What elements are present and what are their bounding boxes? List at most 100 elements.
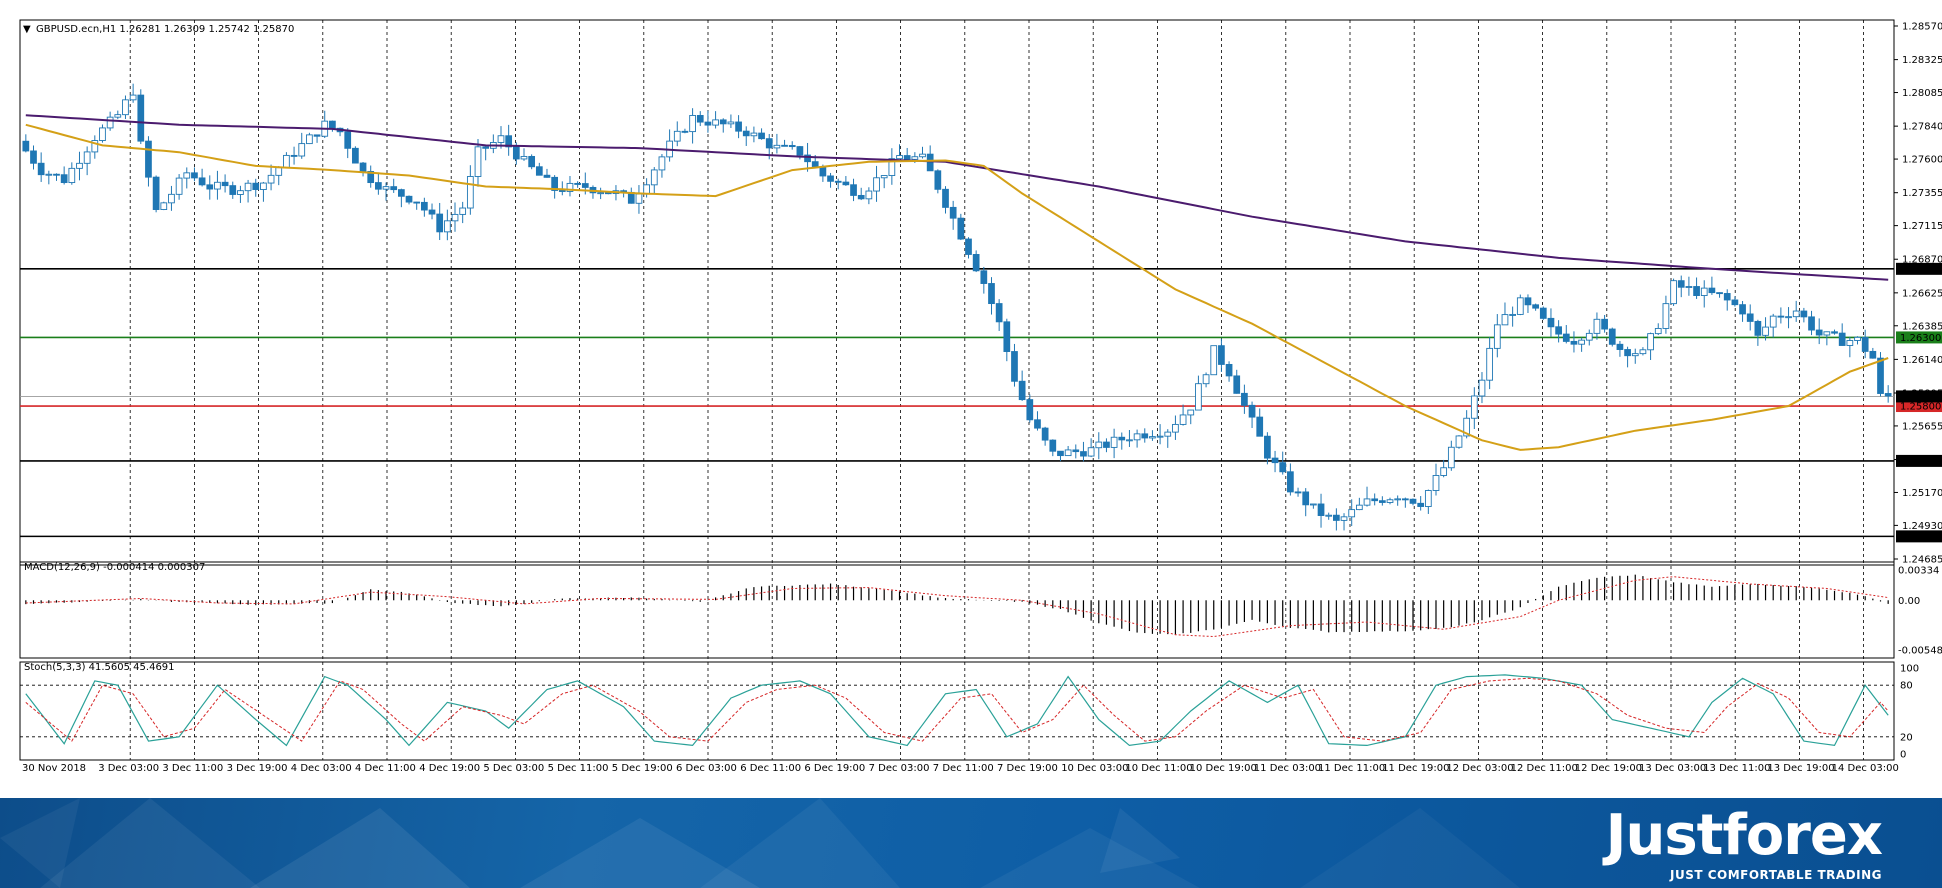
price-tick-label: 1.26385 (1902, 321, 1942, 332)
price-tick-label: 1.28570 (1902, 22, 1942, 33)
candle-body (91, 140, 99, 153)
candle-body (1478, 379, 1486, 397)
candle-body (750, 132, 758, 137)
level-label: 1.25400 (1900, 456, 1941, 467)
candle-body (237, 190, 244, 195)
level-label: 1.25800 (1900, 402, 1941, 413)
candle-body (466, 176, 474, 209)
candle-body (896, 155, 903, 160)
candle-body (474, 146, 482, 177)
candle-body (1333, 514, 1340, 521)
candle-body (1172, 423, 1179, 433)
level-label: 1.26800 (1900, 264, 1941, 275)
candle-body (1041, 427, 1049, 441)
price-tick-label: 1.25410 (1902, 455, 1942, 466)
candle-body (1746, 313, 1754, 322)
candle-body (1118, 436, 1126, 441)
candle-body (114, 114, 122, 118)
time-label: 11 Dec 11:00 (1318, 763, 1385, 774)
time-label: 30 Nov 2018 (22, 763, 86, 774)
candle-body (919, 153, 926, 158)
candle-body (1831, 331, 1838, 334)
candle-body (735, 121, 742, 132)
candle-body (1846, 340, 1854, 346)
candle-body (1685, 286, 1693, 288)
candle-body (221, 181, 229, 187)
candle-body (106, 116, 114, 129)
candle-body (1126, 439, 1133, 442)
candle-body (873, 177, 880, 192)
candle-body (1547, 317, 1555, 328)
candle-body (505, 135, 513, 148)
panel-frame (19, 561, 1895, 659)
candle-body (152, 176, 160, 210)
candle-body (1616, 343, 1624, 350)
candle-body (405, 195, 413, 203)
candle-body (604, 192, 612, 195)
candle-body (965, 238, 972, 255)
candle-body (1463, 417, 1471, 437)
panel-frame (19, 19, 1895, 566)
candle-body (842, 181, 850, 186)
candle-body (428, 209, 436, 215)
stoch-tick-label: 20 (1900, 732, 1913, 743)
time-label: 5 Dec 11:00 (548, 763, 609, 774)
candle-body (1516, 297, 1524, 315)
price-tick-label: 1.25655 (1902, 421, 1942, 432)
candle-body (413, 201, 421, 204)
candle-body (1447, 446, 1455, 469)
candle-body (834, 180, 842, 183)
candle-body (1470, 395, 1478, 419)
candle-body (696, 115, 704, 123)
candle-body (811, 161, 819, 167)
panel-frame (19, 661, 1895, 761)
candle-body (382, 186, 390, 190)
candle-body (1593, 318, 1601, 334)
candle-body (1777, 315, 1785, 318)
candle-body (482, 146, 490, 149)
axis-labels: 30 Nov 2018 3 Dec 03:00 3 Dec 11:00 3 Dec 1… (22, 22, 1942, 775)
symbol-header-arrow[interactable]: ▼ (23, 24, 31, 35)
candle-body (1861, 336, 1869, 352)
level-label: 1.24850 (1900, 532, 1941, 543)
time-label: 4 Dec 03:00 (291, 763, 352, 774)
candle-body (53, 173, 60, 176)
candle-body (436, 213, 444, 233)
candle-body (1417, 502, 1425, 507)
current-price-label: 1.25870 (1900, 392, 1941, 403)
candle-body (1815, 329, 1823, 336)
stoch-tick-label: 0 (1900, 750, 1906, 761)
price-tick-label: 1.27600 (1902, 155, 1942, 166)
time-label: 4 Dec 11:00 (355, 763, 416, 774)
candle-body (191, 172, 198, 179)
brand-banner: Justforex JUST COMFORTABLE TRADING (0, 798, 1942, 888)
time-label: 6 Dec 11:00 (740, 763, 801, 774)
candle-body (827, 175, 834, 182)
candle-body (229, 185, 237, 195)
candle-body (1708, 287, 1716, 294)
candle-body (1555, 326, 1562, 335)
candle-body (1723, 293, 1731, 301)
candle-body (1271, 457, 1279, 464)
candle-body (865, 190, 873, 200)
candle-body (689, 115, 696, 133)
candle-body (972, 254, 980, 272)
candle-body (535, 166, 543, 176)
candle-body (1677, 280, 1685, 288)
candle-body (1731, 299, 1739, 306)
candle-body (244, 182, 252, 192)
candle-body (1440, 467, 1448, 476)
candle-body (742, 130, 750, 137)
candle-body (175, 177, 183, 195)
justforex-logo[interactable]: Justforex JUST COMFORTABLE TRADING (1606, 804, 1883, 883)
time-label: 12 Dec 11:00 (1511, 763, 1578, 774)
candle-body (1210, 345, 1218, 376)
candle-body (1524, 297, 1532, 306)
candle-body (1233, 375, 1241, 394)
candle-body (1133, 433, 1141, 441)
candle-body (1631, 353, 1639, 357)
price-tick-label: 1.26870 (1902, 255, 1942, 266)
macd-tick-label: 0.00 (1898, 596, 1920, 607)
candle-body (329, 120, 336, 129)
candle-body (1049, 439, 1057, 452)
